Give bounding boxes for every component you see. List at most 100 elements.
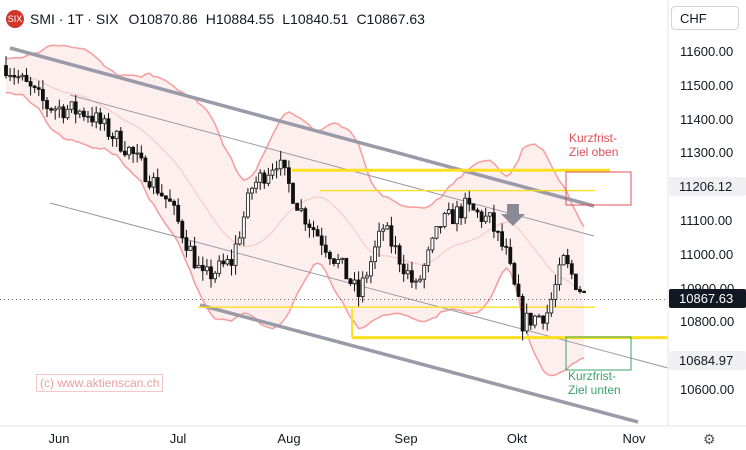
- candle-body: [459, 206, 464, 219]
- candle: [200, 256, 205, 281]
- candle-body: [36, 87, 41, 90]
- candle: [377, 222, 382, 257]
- candle: [463, 192, 468, 224]
- candle: [336, 253, 341, 269]
- candle: [192, 236, 197, 270]
- candle-body: [545, 312, 550, 324]
- candle: [291, 182, 295, 205]
- candle-body: [508, 246, 513, 264]
- candle: [319, 227, 324, 255]
- price-tick-label: 10600.00: [680, 382, 735, 397]
- candle-body: [196, 264, 201, 269]
- candle-body: [561, 255, 566, 266]
- candle: [184, 229, 189, 258]
- candle-body: [209, 266, 213, 280]
- lower-target-line1: Kurzfrist-: [568, 369, 616, 383]
- candle-body: [57, 106, 62, 110]
- candle: [69, 101, 74, 113]
- candle: [110, 132, 115, 147]
- candle: [98, 107, 103, 131]
- candle-body: [422, 264, 427, 280]
- candle: [569, 259, 574, 280]
- bollinger-lower: [5, 91, 585, 377]
- candle: [516, 274, 521, 297]
- candle-body: [516, 283, 521, 297]
- candle: [381, 224, 386, 241]
- candle-body: [278, 159, 283, 170]
- candle-body: [303, 208, 308, 225]
- candle-body: [143, 157, 148, 182]
- candle: [356, 271, 361, 307]
- candle: [340, 257, 345, 264]
- settings-gear-icon[interactable]: ⚙: [703, 431, 716, 447]
- symbol-title[interactable]: SMI · 1T · SIX: [30, 11, 119, 27]
- low-value: L10840.51: [282, 11, 349, 27]
- currency-selector[interactable]: CHF: [671, 6, 739, 30]
- high-value: H10884.55: [205, 11, 275, 27]
- candle: [508, 238, 513, 266]
- candle: [61, 104, 66, 124]
- candle-body: [504, 245, 509, 248]
- candle-body: [61, 106, 66, 119]
- candle: [282, 159, 287, 176]
- candle: [344, 257, 349, 280]
- upper-target-line2: Ziel oben: [569, 145, 619, 159]
- last-price-label: 10867.63: [669, 289, 746, 308]
- candle-body: [172, 200, 177, 206]
- candle-body: [286, 167, 291, 184]
- price-tick-label: 11500.00: [680, 77, 734, 93]
- candle-body: [77, 110, 82, 115]
- candle-body: [200, 264, 205, 272]
- exchange-logo-icon: SIX: [6, 10, 24, 28]
- candle-body: [229, 259, 234, 266]
- candle: [12, 67, 17, 85]
- candle: [389, 216, 394, 254]
- candle: [233, 235, 238, 275]
- candle-body: [53, 108, 58, 111]
- candle-body: [24, 74, 29, 82]
- candle-body: [65, 108, 70, 119]
- candle-body: [233, 243, 238, 266]
- candle: [491, 204, 496, 239]
- candle: [16, 69, 21, 84]
- candle: [258, 169, 263, 190]
- candle: [303, 206, 308, 231]
- candle-body: [344, 257, 349, 280]
- candle-body: [574, 273, 578, 290]
- candle: [450, 203, 455, 225]
- candle-body: [323, 244, 328, 253]
- candle: [172, 199, 177, 216]
- candle: [204, 259, 209, 275]
- bollinger-band: [5, 44, 585, 377]
- candle-body: [430, 237, 435, 251]
- candle: [541, 315, 545, 330]
- candle: [245, 188, 250, 219]
- time-tick-label: Jun: [48, 431, 70, 446]
- candle: [118, 127, 123, 153]
- candle: [524, 303, 529, 334]
- candle: [57, 99, 62, 118]
- candle: [82, 107, 86, 121]
- candle: [139, 145, 144, 161]
- candle: [352, 272, 357, 292]
- candle-body: [438, 226, 443, 228]
- candle-body: [512, 263, 517, 285]
- candle-body: [537, 315, 541, 318]
- candle-body: [549, 298, 554, 314]
- upper-target-box: [565, 171, 632, 206]
- bollinger-upper: [5, 44, 585, 228]
- candle: [114, 130, 119, 147]
- candle: [364, 271, 369, 284]
- candle: [229, 249, 234, 276]
- lower-target-line2: Ziel unten: [568, 383, 621, 397]
- candle-body: [569, 263, 574, 275]
- candle-body: [418, 278, 423, 282]
- candle: [163, 195, 168, 209]
- candle-body: [254, 181, 259, 189]
- candle-body: [340, 257, 345, 261]
- time-tick-label: Jul: [169, 431, 187, 446]
- candle-body: [225, 259, 230, 265]
- candle: [237, 231, 242, 246]
- candle: [459, 203, 464, 226]
- candle-body: [541, 315, 545, 324]
